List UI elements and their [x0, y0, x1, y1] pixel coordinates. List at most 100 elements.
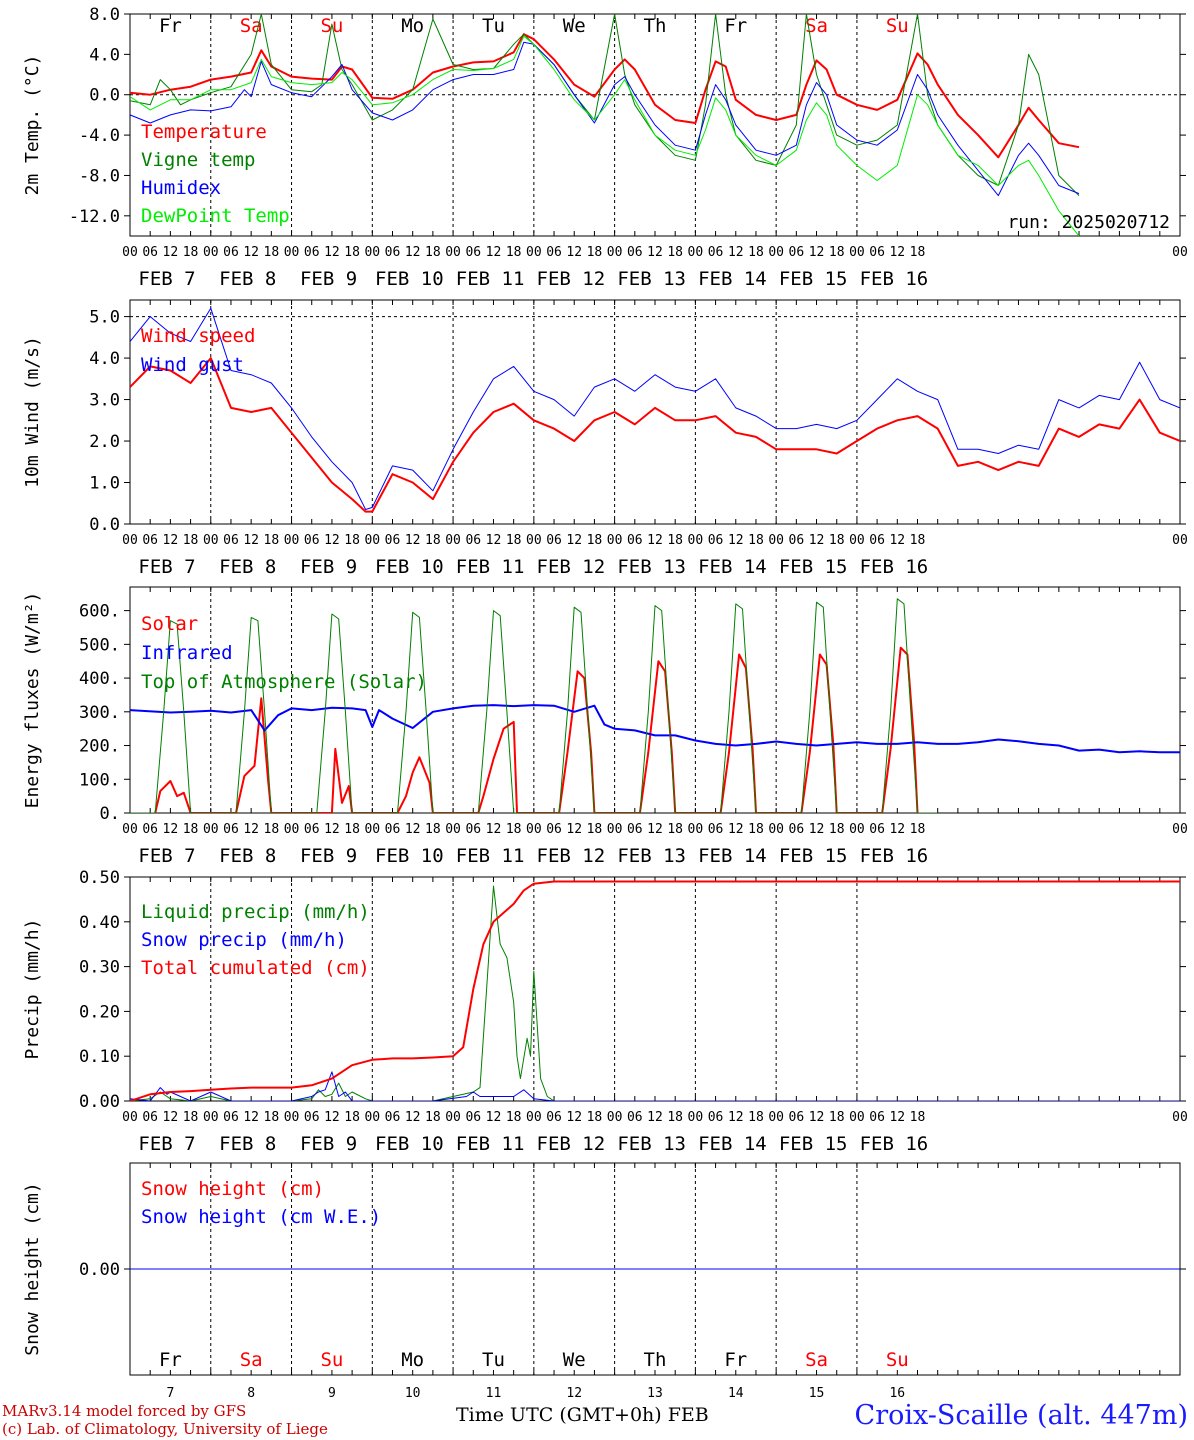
series-solar: [154, 646, 919, 813]
x-hour-label: 06: [223, 822, 239, 837]
x-hour-label: 12: [324, 245, 340, 260]
y-axis-label: Energy fluxes (W/m²): [22, 592, 43, 809]
x-day-number: 15: [809, 1386, 825, 1401]
x-hour-label: 00: [849, 245, 865, 260]
x-hour-label: 12: [889, 822, 905, 837]
y-tick-label: 1.0: [89, 474, 120, 494]
x-hour-label: 00: [1172, 245, 1188, 260]
x-hour-label: 06: [142, 822, 158, 837]
x-hour-label: 06: [546, 533, 562, 548]
x-hour-label: 06: [223, 1110, 239, 1125]
model-credit: MARv3.14 model forced by GFS: [2, 1402, 247, 1420]
x-date-label: FEB 11: [456, 845, 525, 867]
x-hour-label: 00: [284, 1110, 300, 1125]
y-tick-label: 0.20: [79, 1002, 120, 1022]
panel-snow: 0.00 Snow height (cm) 7 8 9 10 11 12 13 14 15 16 Fr S…: [22, 1162, 1186, 1401]
y-axis-label: Snow height (cm): [22, 1182, 43, 1355]
y-tick-label: 400.: [79, 669, 120, 689]
x-hour-label: 00: [364, 1110, 380, 1125]
x-date-label: FEB 9: [300, 1133, 357, 1155]
x-hour-label: 12: [243, 245, 259, 260]
x-hour-label: 18: [587, 245, 603, 260]
x-day-number: 10: [405, 1386, 421, 1401]
x-hour-label: 06: [304, 1110, 320, 1125]
weekday-label: Fr: [724, 15, 747, 37]
x-hour-label: 00: [849, 1110, 865, 1125]
x-hour-label: 00: [688, 822, 704, 837]
weekday-label: Sa: [805, 15, 828, 37]
x-hour-label: 06: [708, 822, 724, 837]
x-hour-label: 00: [768, 1110, 784, 1125]
x-hour-label: 12: [243, 822, 259, 837]
x-hour-label: 12: [809, 822, 825, 837]
legend-entry: Temperature: [141, 121, 267, 143]
weekday-label: Su: [886, 15, 909, 37]
x-hour-label: 18: [425, 1110, 441, 1125]
y-tick-label: 600.: [79, 602, 120, 622]
x-day-number: 9: [328, 1386, 336, 1401]
x-hour-label: 18: [344, 245, 360, 260]
legend-entry: Snow precip (mm/h): [141, 929, 347, 951]
x-hour-label: 06: [546, 822, 562, 837]
y-tick-label: 0.10: [79, 1047, 120, 1067]
y-tick-label: 0.00: [79, 1092, 120, 1112]
x-date-label: FEB 14: [698, 845, 767, 867]
legend-entry: Wind gust: [141, 354, 244, 376]
y-tick-label: 0.50: [79, 868, 120, 888]
x-hour-label: 18: [748, 533, 764, 548]
x-hour-label: 18: [667, 533, 683, 548]
weekday-label: Mo: [401, 1349, 424, 1371]
series-humidex: [130, 41, 1080, 197]
x-hour-label: 12: [486, 1110, 502, 1125]
x-hour-label: 18: [748, 245, 764, 260]
x-hour-label: 00: [526, 822, 542, 837]
series-top-of-atmosphere-solar: [130, 598, 938, 813]
series-group: [130, 598, 1180, 813]
series-group: [130, 880, 1180, 1101]
x-date-label: FEB 12: [537, 845, 606, 867]
x-hour-label: 06: [789, 822, 805, 837]
weekday-label: We: [563, 1349, 586, 1371]
y-tick-label: -4.0: [79, 126, 120, 146]
x-hour-label: 12: [728, 1110, 744, 1125]
x-hour-label: 06: [142, 533, 158, 548]
x-hour-label: 06: [627, 1110, 643, 1125]
legend-entry: Total cumulated (cm): [141, 957, 370, 979]
legend-entry: Humidex: [141, 177, 221, 199]
x-hour-label: 00: [849, 822, 865, 837]
y-tick-label: 2.0: [89, 432, 120, 452]
x-hour-label: 00: [526, 245, 542, 260]
y-tick-label: -8.0: [79, 166, 120, 186]
x-hour-label: 00: [607, 1110, 623, 1125]
x-hour-label: 18: [264, 245, 280, 260]
x-hour-label: 18: [829, 1110, 845, 1125]
x-hour-label: 12: [809, 1110, 825, 1125]
x-hour-label: 06: [869, 822, 885, 837]
x-hour-label: 18: [506, 533, 522, 548]
x-date-label: FEB 14: [698, 268, 767, 290]
x-hour-label: 06: [385, 822, 401, 837]
x-hour-label: 12: [243, 533, 259, 548]
y-tick-label: 0.00: [79, 1260, 120, 1280]
x-hour-label: 00: [445, 1110, 461, 1125]
series-dewpoint-temp: [130, 35, 1080, 236]
x-hour-label: 18: [587, 533, 603, 548]
x-hour-label: 18: [910, 1110, 926, 1125]
x-hour-label: 06: [465, 1110, 481, 1125]
x-hour-label: 12: [889, 1110, 905, 1125]
x-hour-label: 18: [910, 245, 926, 260]
panel-frame: [129, 299, 1181, 525]
x-hour-label: 00: [122, 1110, 138, 1125]
x-hour-label: 06: [546, 1110, 562, 1125]
x-hour-label: 12: [566, 822, 582, 837]
x-hour-label: 18: [183, 533, 199, 548]
x-hour-label: 18: [183, 822, 199, 837]
panel-energy: 600. 500. 400. 300. 200. 100. 0. Energy fluxes …: [22, 586, 1188, 867]
x-day-number: 7: [166, 1386, 174, 1401]
x-hour-label: 00: [768, 245, 784, 260]
x-date-label: FEB 10: [375, 556, 444, 578]
x-date-label: FEB 14: [698, 1133, 767, 1155]
x-hour-label: 06: [789, 533, 805, 548]
x-hour-label: 00: [688, 245, 704, 260]
x-hour-label: 00: [122, 822, 138, 837]
